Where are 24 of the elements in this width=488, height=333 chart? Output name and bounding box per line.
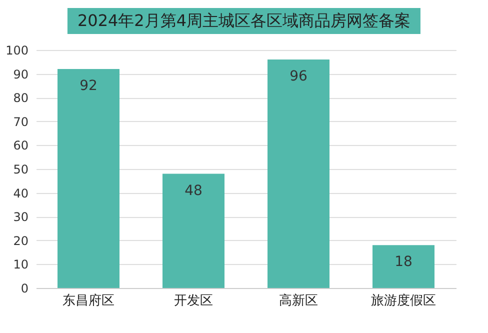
bar [58, 69, 120, 288]
bar [162, 174, 224, 288]
x-tick-label: 开发区 [174, 294, 213, 308]
data-label: 92 [80, 78, 98, 94]
y-tick-label: 20 [13, 234, 28, 248]
y-tick-label: 60 [13, 138, 28, 153]
y-tick-label: 70 [13, 114, 28, 129]
data-label: 18 [394, 254, 412, 270]
y-tick-label: 10 [13, 258, 28, 272]
y-tick-label: 80 [13, 91, 28, 106]
x-tick-label: 东昌府区 [62, 292, 114, 308]
bar [268, 60, 330, 288]
y-tick-label: 100 [6, 44, 28, 58]
x-tick-label: 旅游度假区 [371, 292, 436, 308]
data-label: 96 [290, 68, 308, 85]
chart-title: 2024年2月第4周主城区各区域商品房网签备案 [67, 8, 421, 35]
data-label: 48 [184, 182, 202, 199]
y-tick-label: 40 [13, 186, 28, 200]
y-tick-label: 90 [13, 67, 28, 82]
y-tick-label: 30 [13, 210, 28, 224]
y-tick-label: 50 [13, 162, 28, 176]
bar [372, 245, 434, 288]
x-tick-label: 高新区 [279, 292, 318, 308]
y-tick-label: 0 [20, 282, 28, 296]
